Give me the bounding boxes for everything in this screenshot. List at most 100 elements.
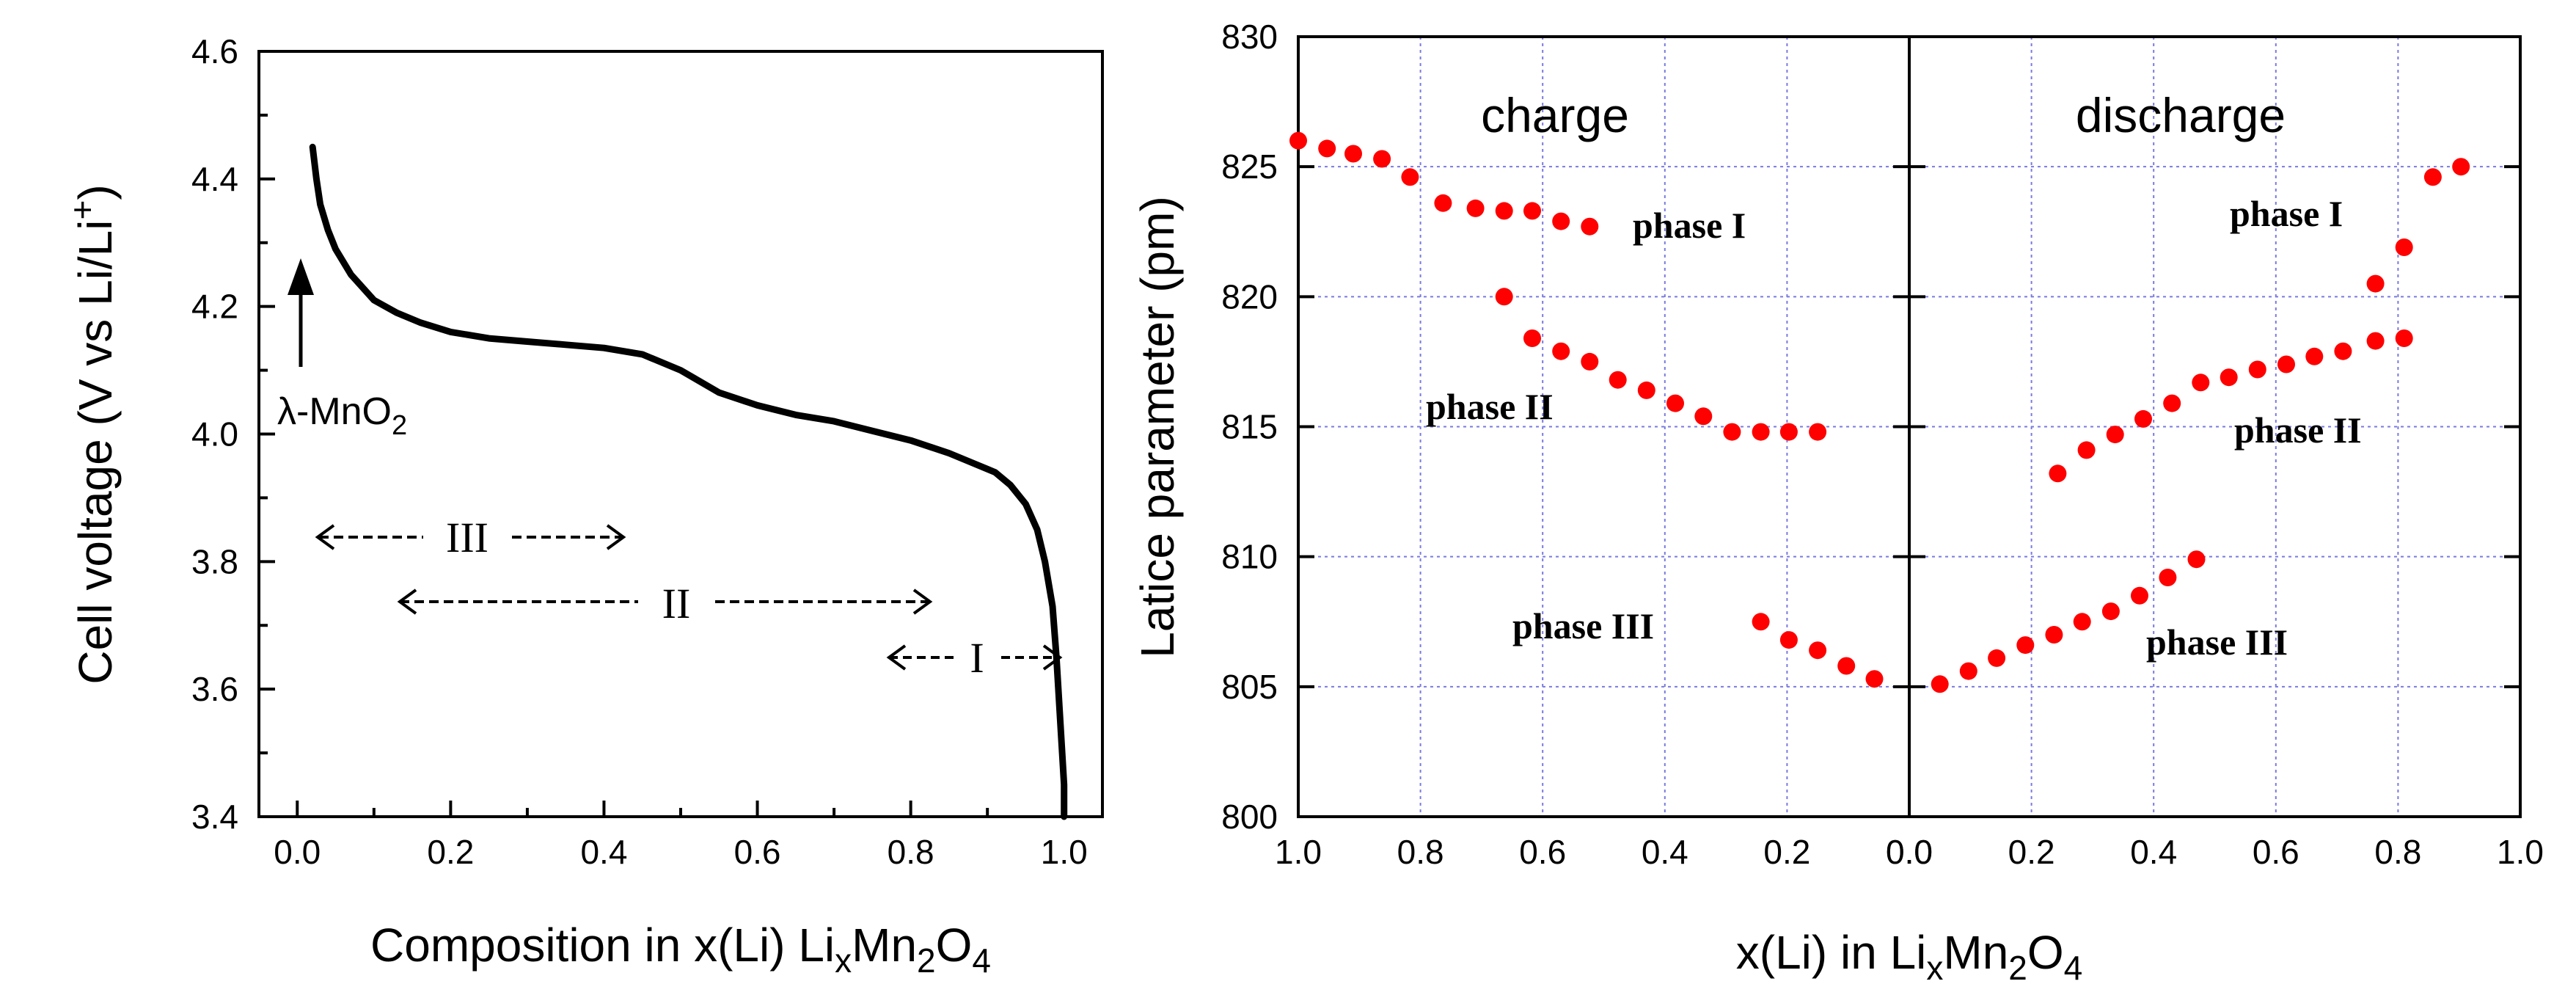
lattice-point-charge-phase-2 <box>1637 381 1655 399</box>
voltage-y-tick-label: 3.6 <box>191 670 238 708</box>
voltage-x-tick-label: 1.0 <box>1041 833 1088 871</box>
region-i-head-right <box>1042 644 1063 671</box>
lattice-point-discharge-phase-3 <box>2101 602 2120 621</box>
voltage-y-tick-label: 4.2 <box>191 288 238 326</box>
region-iii-label: III <box>446 514 489 561</box>
charge-panel-label: charge <box>1481 88 1629 142</box>
voltage-plot-frame <box>257 50 1104 818</box>
lattice-point-discharge-phase-3 <box>1931 675 1949 693</box>
voltage-y-tick-label: 4.6 <box>191 32 238 70</box>
voltage-y-axis-label: Cell voltage (V vs Li/Li+) <box>63 184 122 684</box>
lambda-annotation: λ-MnO2 <box>277 258 407 441</box>
voltage-x-tick-label: 0.0 <box>274 833 321 871</box>
lattice-point-discharge-phase-3 <box>2187 550 2206 569</box>
voltage-x-tick-label: 0.4 <box>580 833 627 871</box>
lattice-point-charge-phase-2 <box>1581 352 1599 371</box>
region-ii-label: II <box>662 580 691 627</box>
lattice-x-axis-label: x(Li) in LixMn2O4 <box>1736 926 2083 987</box>
lambda-arrow-head <box>288 258 314 295</box>
voltage-y-tick-label: 4.0 <box>191 415 238 453</box>
region-ii-arrow: II <box>397 580 933 627</box>
discharge-phase-iii-label: phase III <box>2146 622 2288 663</box>
lattice-point-discharge-phase-2 <box>2077 441 2096 459</box>
voltage-y-tick-label: 3.4 <box>191 798 238 836</box>
charge-phase-ii-label: phase II <box>1426 386 1554 427</box>
voltage-chart: 0.0 0.2 0.4 0.6 0.8 1.0 3.4 3.6 3.8 4.0 4.2 4.4 4.6… <box>63 32 1104 980</box>
voltage-y-tick-label: 4.4 <box>191 160 238 198</box>
lattice-point-charge-phase-3 <box>1779 631 1798 649</box>
lattice-point-discharge-phase-1 <box>2423 168 2442 186</box>
region-iii-head-right <box>606 524 626 550</box>
lattice-point-discharge-phase-3 <box>2159 569 2177 586</box>
lattice-point-charge-phase-3 <box>1837 657 1856 675</box>
lattice-point-discharge-phase-2 <box>2305 347 2324 365</box>
lattice-point-discharge-phase-2 <box>2366 332 2385 350</box>
voltage-x-tick-label: 0.6 <box>734 833 781 871</box>
lattice-y-tick-label: 820 <box>1221 277 1278 316</box>
region-ii-head-left <box>397 588 417 615</box>
lattice-point-charge-phase-1 <box>1495 202 1513 220</box>
lattice-y-tick-label: 825 <box>1221 147 1278 186</box>
lattice-point-charge-phase-1 <box>1434 194 1452 212</box>
lattice-x-tick-label: 0.0 <box>1886 833 1933 871</box>
lattice-point-charge-phase-1 <box>1318 139 1336 158</box>
lattice-x-tick-label: 1.0 <box>1275 833 1322 871</box>
lattice-point-charge-phase-1 <box>1581 217 1599 236</box>
lattice-x-tick-label: 0.6 <box>1519 833 1566 871</box>
lattice-x-tick-label: 0.2 <box>2008 833 2055 871</box>
lattice-point-discharge-phase-3 <box>2131 586 2148 605</box>
lattice-point-charge-phase-2 <box>1495 288 1513 306</box>
voltage-x-ticks: 0.0 0.2 0.4 0.6 0.8 1.0 <box>274 801 1088 871</box>
lattice-x-tick-label: 0.0 <box>1886 833 1933 871</box>
lattice-point-discharge-phase-3 <box>1988 649 2006 667</box>
voltage-y-tick-label: 3.8 <box>191 542 238 580</box>
lattice-chart: 1.0 0.8 0.6 0.4 0.2 0.00.0 0.2 0.4 0.6 0.8 1.0 800… <box>1131 18 2544 987</box>
lattice-y-tick-label: 830 <box>1221 18 1278 56</box>
lattice-point-discharge-phase-1 <box>2395 238 2413 256</box>
lattice-y-ticks: 800 805 810 815 820 825 830 <box>1221 18 2520 836</box>
lattice-point-charge-phase-2 <box>1552 342 1570 360</box>
lattice-x-ticks: 1.0 0.8 0.6 0.4 0.2 0.00.0 0.2 0.4 0.6 0.8 1.0 <box>1275 833 2544 871</box>
discharge-panel-label: discharge <box>2076 88 2286 142</box>
lattice-point-charge-phase-1 <box>1401 168 1419 186</box>
lattice-x-tick-label: 0.2 <box>1763 833 1810 871</box>
lattice-point-charge-phase-2 <box>1752 423 1770 441</box>
lattice-point-charge-phase-2 <box>1666 394 1684 412</box>
region-i-head-left <box>886 644 907 671</box>
lattice-point-discharge-phase-2 <box>2192 373 2210 392</box>
lattice-point-charge-phase-1 <box>1466 199 1485 217</box>
lattice-y-tick-label: 815 <box>1221 408 1278 446</box>
lattice-y-tick-label: 805 <box>1221 668 1278 706</box>
lattice-point-discharge-phase-3 <box>2073 613 2091 631</box>
region-i-arrow: I <box>886 634 1063 682</box>
lattice-y-tick-label: 800 <box>1221 798 1278 836</box>
lattice-point-discharge-phase-1 <box>2366 274 2385 293</box>
lattice-point-charge-phase-2 <box>1694 407 1713 426</box>
lattice-point-charge-phase-1 <box>1552 212 1570 230</box>
region-iii-head-left <box>315 524 335 550</box>
lattice-x-tick-label: 0.4 <box>1642 833 1688 871</box>
lattice-point-charge-phase-1 <box>1523 202 1541 220</box>
lattice-point-charge-phase-2 <box>1809 423 1827 441</box>
lattice-x-tick-label: 0.4 <box>2130 833 2177 871</box>
lattice-point-charge-phase-1 <box>1289 131 1307 150</box>
lattice-point-charge-phase-1 <box>1373 150 1391 168</box>
lattice-point-charge-phase-2 <box>1723 423 1741 441</box>
voltage-x-axis-label: Composition in x(Li) LixMn2O4 <box>370 919 991 980</box>
lattice-point-discharge-phase-2 <box>2395 329 2413 347</box>
lattice-point-discharge-phase-1 <box>2452 158 2470 176</box>
charge-phase-iii-label: phase III <box>1512 605 1654 646</box>
voltage-x-tick-label: 0.2 <box>427 833 474 871</box>
region-i-label: I <box>970 634 984 682</box>
lattice-x-tick-label: 0.8 <box>1397 833 1444 871</box>
charge-phase-i-label: phase I <box>1633 205 1746 246</box>
lattice-point-discharge-phase-2 <box>2134 409 2152 428</box>
lattice-point-discharge-phase-2 <box>2248 360 2266 379</box>
lambda-label: λ-MnO2 <box>277 390 407 441</box>
lattice-point-discharge-phase-3 <box>2016 636 2035 655</box>
lattice-point-discharge-phase-2 <box>2163 394 2181 412</box>
lattice-point-charge-phase-2 <box>1523 329 1541 347</box>
lattice-point-discharge-phase-2 <box>2106 426 2124 444</box>
lattice-y-axis-label: Latice parameter (pm) <box>1131 196 1184 658</box>
